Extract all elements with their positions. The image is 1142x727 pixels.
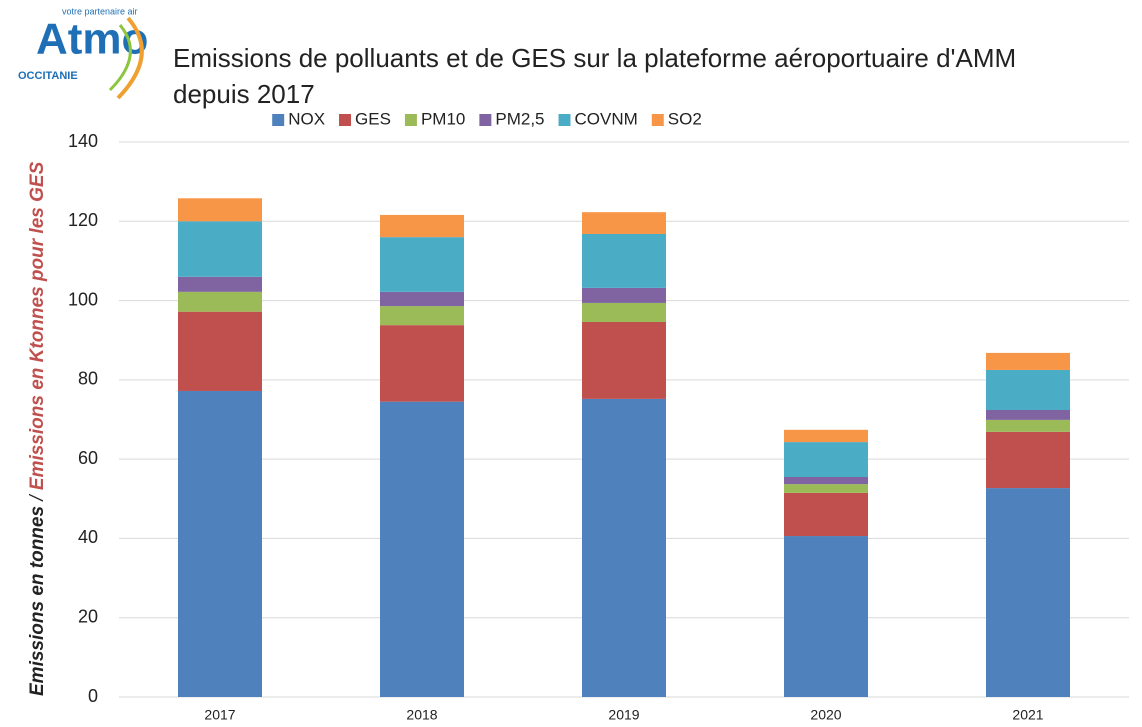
- bar-segment: [178, 198, 262, 222]
- x-tick-label: 2017: [204, 707, 235, 723]
- legend-label: COVNM: [575, 109, 638, 128]
- bar-segment: [582, 302, 666, 322]
- y-tick-label: 100: [68, 289, 98, 309]
- y-label-part: /: [27, 495, 48, 501]
- bar-segment: [380, 401, 464, 697]
- bar-segment: [380, 291, 464, 307]
- legend-label: PM10: [421, 109, 465, 128]
- legend-swatch: [339, 114, 352, 126]
- logo-region: OCCITANIE: [18, 70, 78, 82]
- bar-segment: [784, 492, 868, 537]
- legend-label: SO2: [668, 109, 702, 128]
- logo-arc: [116, 16, 144, 100]
- bar-segment: [178, 221, 262, 277]
- x-tick-label: 2021: [1012, 707, 1043, 723]
- bar-segment: [986, 409, 1070, 420]
- bar-segment: [986, 369, 1070, 410]
- legend-swatch: [558, 114, 571, 126]
- bar-segment: [784, 429, 868, 443]
- bar-segment: [178, 291, 262, 312]
- bar-segment: [380, 306, 464, 326]
- x-tick-label: 2018: [406, 707, 437, 723]
- y-tick-label: 0: [88, 686, 98, 706]
- y-tick-label: 20: [78, 606, 98, 626]
- x-tick-label: 2020: [810, 707, 841, 723]
- y-label-part: Emissions en Ktonnes pour les GES: [27, 161, 48, 491]
- y-axis-label: Emissions en tonnes / Emissions en Ktonn…: [27, 136, 49, 696]
- y-tick-label: 80: [78, 369, 98, 389]
- bar-segment: [986, 431, 1070, 489]
- legend-swatch: [272, 114, 285, 126]
- bar-segment: [178, 276, 262, 292]
- bar-segment: [986, 419, 1070, 432]
- bar-segment: [178, 390, 262, 697]
- x-tick-label: 2019: [608, 707, 639, 723]
- bar-segment: [784, 476, 868, 485]
- bar-segment: [380, 214, 464, 238]
- bar-segment: [582, 212, 666, 234]
- bar-segment: [784, 536, 868, 697]
- bar-segment: [784, 442, 868, 477]
- bar-segment: [582, 398, 666, 697]
- bar-segment: [380, 237, 464, 292]
- y-tick-label: 120: [68, 210, 98, 230]
- bar-segment: [986, 488, 1070, 697]
- legend-swatch: [651, 114, 664, 126]
- y-label-part: Emissions en tonnes: [27, 505, 48, 696]
- bar-segment: [582, 233, 666, 288]
- legend-swatch: [404, 114, 417, 126]
- y-tick-label: 40: [78, 527, 98, 547]
- y-tick-label: 60: [78, 448, 98, 468]
- y-tick-label: 140: [68, 131, 98, 151]
- bar-segment: [986, 352, 1070, 370]
- bar-segment: [582, 287, 666, 303]
- legend-label: NOX: [288, 109, 325, 128]
- logo-tagline: votre partenaire air: [62, 6, 138, 16]
- bar-segment: [178, 311, 262, 391]
- legend-swatch: [479, 114, 492, 126]
- bar-segment: [380, 325, 464, 402]
- legend-label: PM2,5: [495, 109, 544, 128]
- legend-label: GES: [355, 109, 391, 128]
- bar-segment: [784, 484, 868, 493]
- chart-title: Emissions de polluants et de GES sur la …: [173, 43, 1017, 109]
- bar-segment: [582, 321, 666, 399]
- logo-arc: [108, 24, 132, 92]
